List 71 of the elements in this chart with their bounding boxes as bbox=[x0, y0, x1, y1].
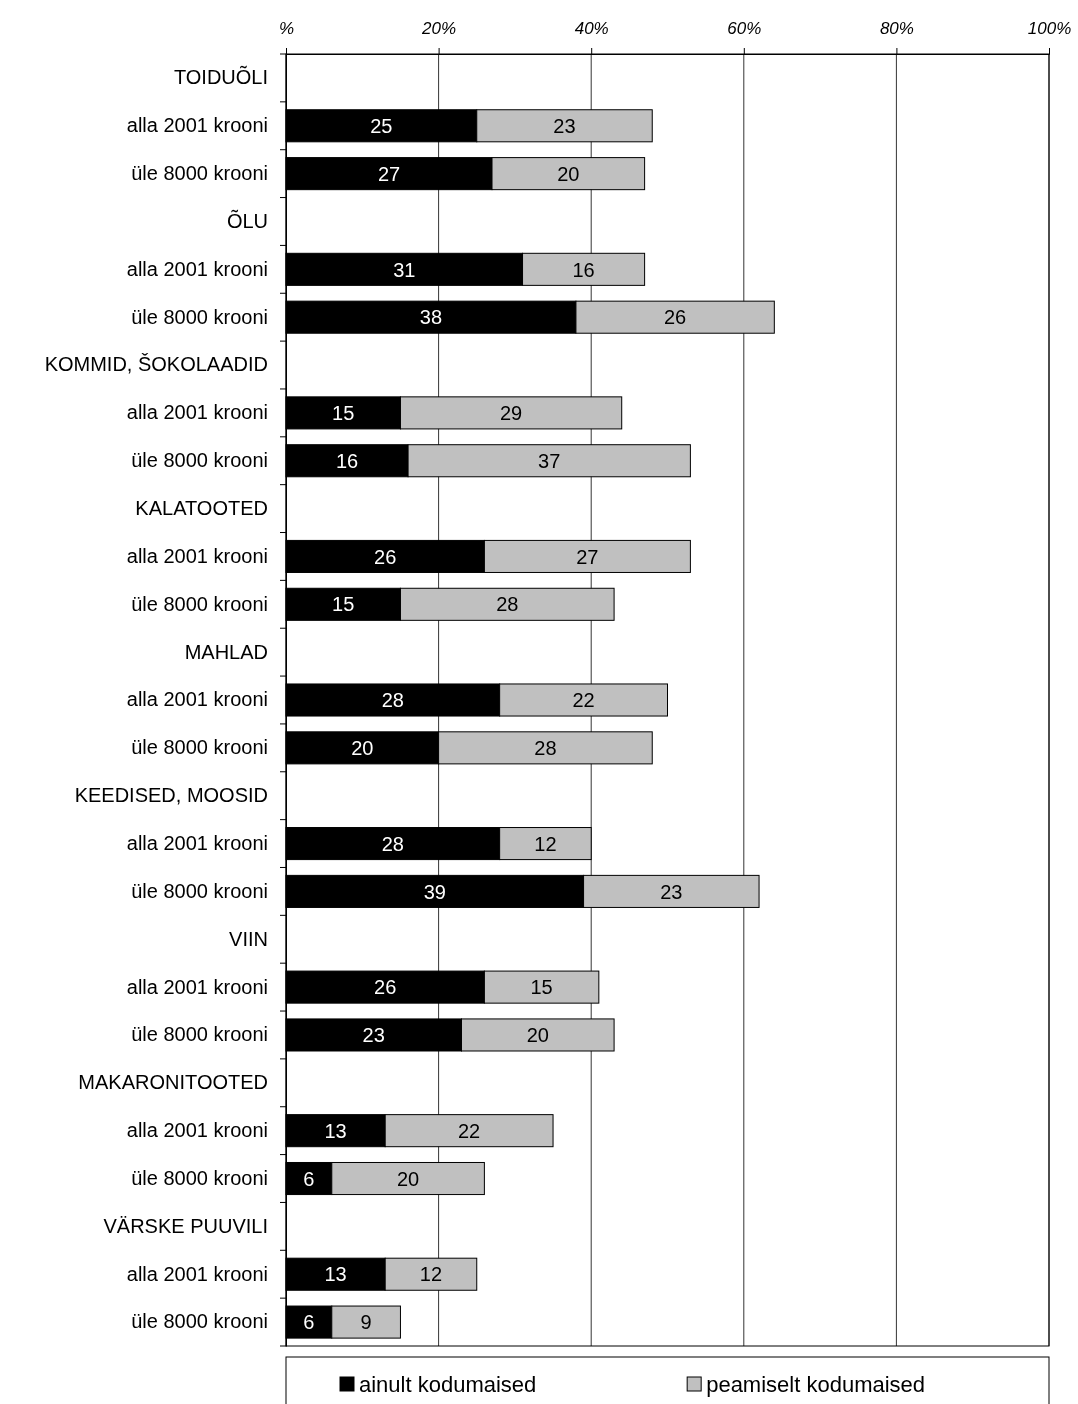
data-label: 26 bbox=[374, 976, 397, 999]
data-label: 20 bbox=[396, 1167, 420, 1190]
y-tick-label: ÕLU bbox=[226, 208, 268, 232]
data-label: 26 bbox=[374, 545, 397, 568]
y-tick-label: üle 8000 krooni bbox=[131, 1166, 268, 1189]
y-tick-label: TOIDUÕLI bbox=[173, 65, 268, 89]
x-tick-label: 20% bbox=[421, 19, 457, 38]
y-tick-label: üle 8000 krooni bbox=[131, 879, 268, 902]
y-tick-label: üle 8000 krooni bbox=[131, 1310, 268, 1333]
y-tick-label: MAHLAD bbox=[184, 640, 268, 663]
data-label: 28 bbox=[496, 593, 519, 616]
data-label: 13 bbox=[324, 1119, 347, 1142]
data-label: 28 bbox=[534, 737, 557, 760]
data-label: 22 bbox=[572, 689, 595, 712]
data-label: 20 bbox=[526, 1024, 549, 1047]
data-label: 23 bbox=[362, 1024, 385, 1047]
y-tick-label: alla 2001 krooni bbox=[126, 114, 268, 137]
data-label: 38 bbox=[419, 306, 443, 329]
x-tick-label: % bbox=[278, 19, 295, 38]
y-tick-label: alla 2001 krooni bbox=[126, 401, 268, 424]
legend-label: ainult kodumaised bbox=[359, 1371, 537, 1397]
x-tick-label: 60% bbox=[727, 19, 762, 38]
y-tick-label: üle 8000 krooni bbox=[131, 162, 268, 185]
data-label: 37 bbox=[538, 449, 561, 472]
y-tick-label: üle 8000 krooni bbox=[131, 305, 268, 328]
x-tick-label: 80% bbox=[879, 19, 914, 38]
data-label: 6 bbox=[303, 1167, 315, 1190]
data-label: 15 bbox=[332, 593, 355, 616]
data-label: 12 bbox=[534, 832, 557, 855]
data-label: 27 bbox=[576, 545, 599, 568]
data-label: 20 bbox=[351, 737, 374, 760]
data-label: 28 bbox=[381, 832, 404, 855]
data-label: 20 bbox=[557, 162, 580, 185]
x-tick-label: 100% bbox=[1027, 19, 1072, 38]
y-tick-label: alla 2001 krooni bbox=[126, 544, 268, 567]
data-label: 22 bbox=[457, 1119, 481, 1142]
data-label: 26 bbox=[664, 306, 687, 329]
y-tick-label: alla 2001 krooni bbox=[126, 975, 268, 998]
data-label: 23 bbox=[553, 114, 576, 137]
data-label: 29 bbox=[499, 402, 523, 425]
y-tick-label: MAKARONITOOTED bbox=[78, 1071, 268, 1094]
y-tick-label: alla 2001 krooni bbox=[126, 1262, 268, 1285]
data-label: 16 bbox=[572, 258, 595, 281]
data-label: 28 bbox=[381, 689, 404, 712]
y-tick-label: üle 8000 krooni bbox=[131, 449, 268, 472]
data-label: 6 bbox=[303, 1311, 315, 1334]
data-label: 15 bbox=[332, 402, 355, 425]
y-tick-label: alla 2001 krooni bbox=[126, 257, 268, 280]
y-tick-label: KOMMID, ŠOKOLAADID bbox=[44, 353, 268, 376]
y-tick-label: KALATOOTED bbox=[135, 496, 268, 519]
data-label: 25 bbox=[370, 114, 393, 137]
y-tick-label: KEEDISED, MOOSID bbox=[74, 784, 268, 807]
legend-label: peamiselt kodumaised bbox=[706, 1371, 926, 1397]
y-tick-label: VÄRSKE PUUVILI bbox=[103, 1214, 268, 1237]
y-tick-label: alla 2001 krooni bbox=[126, 688, 268, 711]
data-label: 16 bbox=[335, 449, 359, 472]
data-label: 12 bbox=[419, 1263, 443, 1286]
data-label: 27 bbox=[377, 162, 401, 185]
data-label: 13 bbox=[324, 1263, 347, 1286]
data-label: 31 bbox=[393, 258, 416, 281]
y-tick-label: alla 2001 krooni bbox=[126, 831, 268, 854]
y-tick-label: üle 8000 krooni bbox=[131, 736, 268, 759]
data-label: 23 bbox=[660, 880, 683, 903]
y-tick-label: üle 8000 krooni bbox=[131, 592, 268, 615]
data-label: 15 bbox=[530, 976, 553, 999]
y-tick-label: üle 8000 krooni bbox=[131, 1023, 268, 1046]
x-tick-label: 40% bbox=[574, 19, 609, 38]
y-tick-label: VIIN bbox=[229, 927, 268, 950]
y-tick-label: alla 2001 krooni bbox=[126, 1119, 268, 1142]
data-label: 9 bbox=[360, 1311, 372, 1334]
data-label: 39 bbox=[423, 880, 446, 903]
